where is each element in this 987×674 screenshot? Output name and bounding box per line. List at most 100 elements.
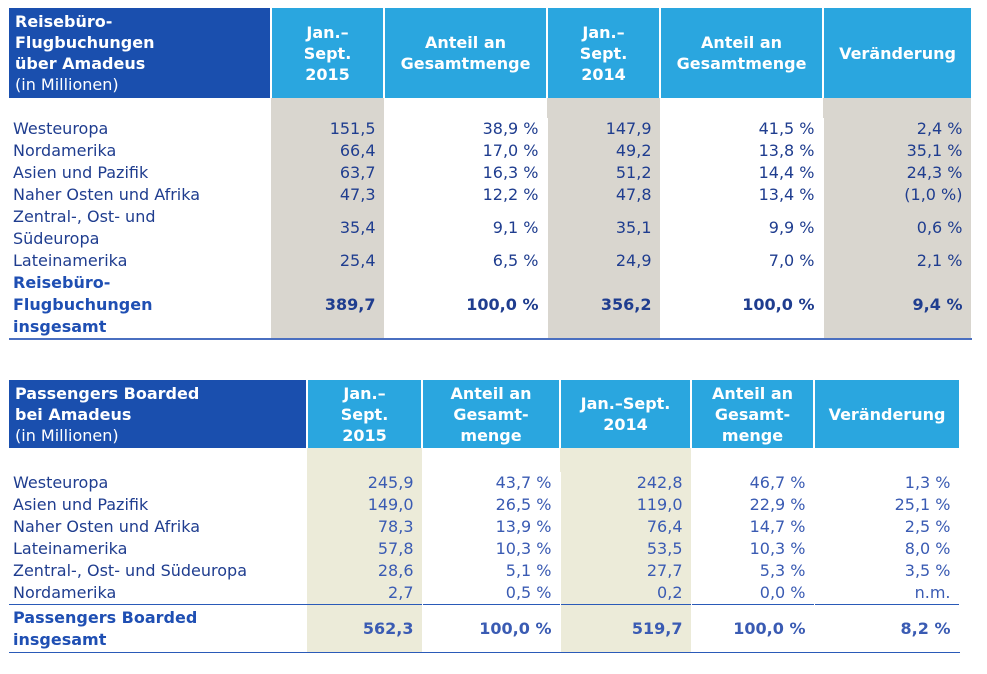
share-2015: 16,3 % xyxy=(384,162,548,184)
share-2015: 13,9 % xyxy=(422,516,561,538)
total-share-2015: 100,0 % xyxy=(422,604,561,653)
share-2015: 17,0 % xyxy=(384,140,548,162)
table-row: Naher Osten und Afrika 47,3 12,2 % 47,8 … xyxy=(9,184,972,206)
change-value: 24,3 % xyxy=(823,162,972,184)
share-2014: 13,8 % xyxy=(660,140,824,162)
row-label: Lateinamerika xyxy=(13,539,128,558)
change-value: 2,1 % xyxy=(823,250,972,272)
share-2015: 26,5 % xyxy=(422,494,561,516)
change-value: 2,5 % xyxy=(814,516,960,538)
change-value: 0,6 % xyxy=(823,206,972,250)
table-row: Westeuropa 245,9 43,7 % 242,8 46,7 % 1,3… xyxy=(9,472,960,494)
share-2015: 43,7 % xyxy=(422,472,561,494)
value-2014: 76,4 xyxy=(560,516,692,538)
row-label: Asien und Pazifik xyxy=(13,495,149,514)
value-2015: 63,7 xyxy=(271,162,385,184)
table-row: Asien und Pazifik 149,0 26,5 % 119,0 22,… xyxy=(9,494,960,516)
table-title: Passengers Boarded bei Amadeus (in Milli… xyxy=(9,380,308,448)
table-row: Asien und Pazifik 63,7 16,3 % 51,2 14,4 … xyxy=(9,162,972,184)
change-value: 25,1 % xyxy=(814,494,960,516)
table-row: Nordamerika 66,4 17,0 % 49,2 13,8 % 35,1… xyxy=(9,140,972,162)
reisebuero-flugbuchungen-table: Reisebüro- Flugbuchungen über Amadeus (i… xyxy=(9,8,972,340)
total-share-2014: 100,0 % xyxy=(691,604,815,653)
total-value-2014: 519,7 xyxy=(560,604,692,653)
share-2015: 38,9 % xyxy=(384,118,548,140)
change-value: n.m. xyxy=(814,582,960,605)
column-header-share-2015: Anteil an Gesamtmenge xyxy=(384,8,548,98)
passengers-boarded-table: Passengers Boarded bei Amadeus (in Milli… xyxy=(9,380,960,653)
value-2015: 47,3 xyxy=(271,184,385,206)
row-label: Nordamerika xyxy=(13,141,117,160)
row-label: Naher Osten und Afrika xyxy=(13,517,201,536)
total-share-2015: 100,0 % xyxy=(384,272,548,340)
value-2014: 147,9 xyxy=(547,118,661,140)
share-2014: 22,9 % xyxy=(691,494,815,516)
column-header-change: Veränderung xyxy=(814,380,959,448)
total-change: 8,2 % xyxy=(814,604,960,653)
column-header-2014: Jan.–Sept. 2014 xyxy=(560,380,692,448)
value-2015: 2,7 xyxy=(307,582,423,605)
total-value-2015: 562,3 xyxy=(307,604,423,653)
value-2014: 53,5 xyxy=(560,538,692,560)
row-label: Zentral-, Ost- und Südeuropa xyxy=(13,561,247,580)
total-label: Passengers Boarded insgesamt xyxy=(9,604,307,653)
total-share-2014: 100,0 % xyxy=(660,272,824,340)
row-label: Zentral-, Ost- und Südeuropa xyxy=(13,207,156,248)
row-label: Westeuropa xyxy=(13,119,109,138)
change-value: 35,1 % xyxy=(823,140,972,162)
column-header-2015: Jan.– Sept. 2015 xyxy=(271,8,385,98)
row-label: Nordamerika xyxy=(13,583,117,602)
total-change: 9,4 % xyxy=(823,272,972,340)
share-2015: 10,3 % xyxy=(422,538,561,560)
table-row: Naher Osten und Afrika 78,3 13,9 % 76,4 … xyxy=(9,516,960,538)
share-2014: 41,5 % xyxy=(660,118,824,140)
change-value: (1,0 %) xyxy=(823,184,972,206)
value-2014: 242,8 xyxy=(560,472,692,494)
total-row: Reisebüro- Flugbuchungen insgesamt 389,7… xyxy=(9,272,972,340)
share-2014: 5,3 % xyxy=(691,560,815,582)
value-2014: 119,0 xyxy=(560,494,692,516)
value-2014: 51,2 xyxy=(547,162,661,184)
column-header-2015: Jan.– Sept. 2015 xyxy=(307,380,423,448)
share-2014: 14,7 % xyxy=(691,516,815,538)
value-2015: 25,4 xyxy=(271,250,385,272)
table-row: Zentral-, Ost- und Südeuropa 28,6 5,1 % … xyxy=(9,560,960,582)
total-value-2014: 356,2 xyxy=(547,272,661,340)
value-2015: 35,4 xyxy=(271,206,385,250)
table-header: Passengers Boarded bei Amadeus (in Milli… xyxy=(9,380,959,448)
column-header-change: Veränderung xyxy=(823,8,971,98)
value-2014: 0,2 xyxy=(560,582,692,605)
value-2014: 47,8 xyxy=(547,184,661,206)
share-2015: 5,1 % xyxy=(422,560,561,582)
row-label: Asien und Pazifik xyxy=(13,163,149,182)
share-2015: 12,2 % xyxy=(384,184,548,206)
total-value-2015: 389,7 xyxy=(271,272,385,340)
column-header-2014: Jan.– Sept. 2014 xyxy=(547,8,661,98)
value-2015: 28,6 xyxy=(307,560,423,582)
value-2015: 78,3 xyxy=(307,516,423,538)
table-header: Reisebüro- Flugbuchungen über Amadeus (i… xyxy=(9,8,971,98)
share-2014: 7,0 % xyxy=(660,250,824,272)
table-row: Lateinamerika 57,8 10,3 % 53,5 10,3 % 8,… xyxy=(9,538,960,560)
share-2014: 0,0 % xyxy=(691,582,815,605)
spacer-row xyxy=(9,98,971,118)
row-label: Westeuropa xyxy=(13,473,109,492)
value-2014: 49,2 xyxy=(547,140,661,162)
total-label: Reisebüro- Flugbuchungen insgesamt xyxy=(9,272,271,340)
change-value: 1,3 % xyxy=(814,472,960,494)
row-label: Naher Osten und Afrika xyxy=(13,185,201,204)
spacer-row xyxy=(9,448,959,472)
table-row: Zentral-, Ost- und Südeuropa 35,4 9,1 % … xyxy=(9,206,972,250)
share-2014: 13,4 % xyxy=(660,184,824,206)
share-2015: 9,1 % xyxy=(384,206,548,250)
row-label: Lateinamerika xyxy=(13,251,128,270)
table-row: Nordamerika 2,7 0,5 % 0,2 0,0 % n.m. xyxy=(9,582,960,605)
change-value: 8,0 % xyxy=(814,538,960,560)
column-header-share-2014: Anteil an Gesamt- menge xyxy=(691,380,815,448)
share-2014: 9,9 % xyxy=(660,206,824,250)
share-2015: 0,5 % xyxy=(422,582,561,605)
change-value: 3,5 % xyxy=(814,560,960,582)
share-2014: 14,4 % xyxy=(660,162,824,184)
value-2014: 27,7 xyxy=(560,560,692,582)
value-2015: 57,8 xyxy=(307,538,423,560)
